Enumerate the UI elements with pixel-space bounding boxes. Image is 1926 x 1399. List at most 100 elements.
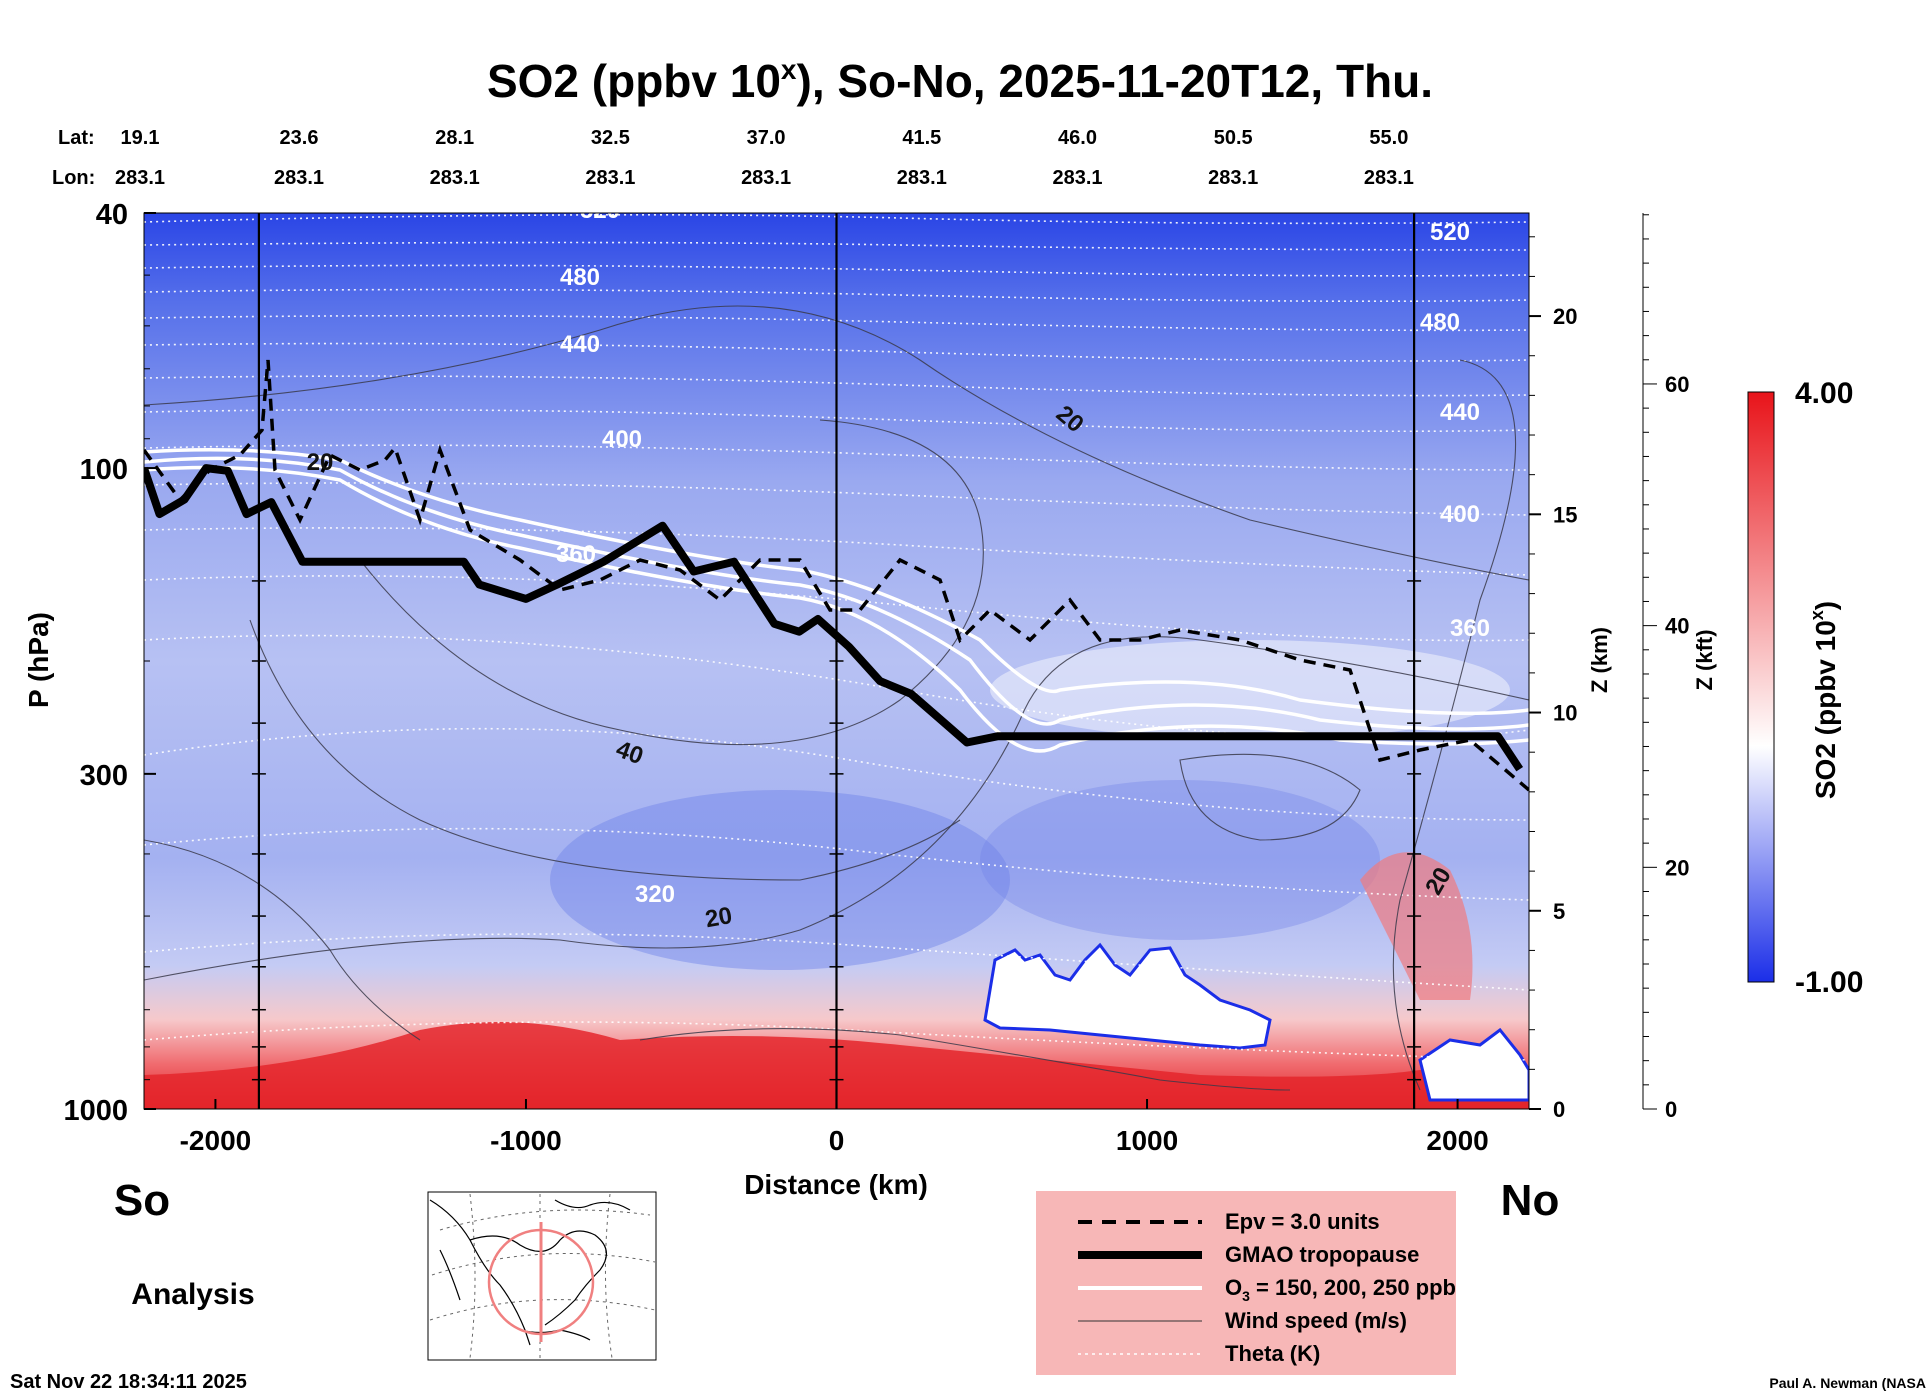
lat-label: Lat: <box>58 127 95 149</box>
theta-contour-label: 400 <box>1440 501 1480 528</box>
theta-contour-label: 520 <box>580 197 620 224</box>
lat-value: 50.5 <box>1214 127 1253 149</box>
chart-overlays: 5204804404003603205204804404003602020202… <box>144 197 1529 1109</box>
y-axis-title: P (hPa) <box>23 612 54 708</box>
x-axis-title: Distance (km) <box>744 1169 928 1200</box>
theta-isentrope <box>144 264 1529 277</box>
theta-contour-label: 360 <box>556 541 596 568</box>
lat-lon-header: 19.1 283.1 23.6 283.1 28.1 283.1 32.5 283.1 37.0… <box>115 127 1414 189</box>
lon-value: 283.1 <box>115 167 165 189</box>
z-kft-tick-label: 40 <box>1665 614 1689 639</box>
y-tick-label: 300 <box>80 760 128 792</box>
wind-contour-label: 20 <box>703 902 734 933</box>
wind-contour-label: 20 <box>307 449 334 476</box>
theta-contour-label: 320 <box>635 881 675 908</box>
plot-frame <box>143 212 1530 1110</box>
legend-epv-label: Epv = 3.0 units <box>1225 1209 1380 1234</box>
theta-contour-label: 520 <box>1430 219 1470 246</box>
chart-axes: -2000 -1000 0 1000 2000100030010040051015200… <box>63 199 1689 1156</box>
lat-value: 41.5 <box>902 127 941 149</box>
colorbar-max-label: 4.00 <box>1795 377 1853 410</box>
lon-value: 283.1 <box>274 167 324 189</box>
wind-speed-contour <box>144 839 421 1041</box>
lon-label: Lon: <box>52 167 95 189</box>
so2-white-missing-region-right <box>1418 1027 1529 1102</box>
theta-isentrope <box>144 575 1529 642</box>
theta-isentrope <box>144 482 1529 516</box>
wind-speed-contour <box>144 636 1529 981</box>
x-tick-label: 2000 <box>1426 1125 1488 1156</box>
x-tick-label: 1000 <box>1116 1125 1178 1156</box>
theta-isentrope <box>144 314 1529 332</box>
theta-contour-label: 400 <box>602 426 642 453</box>
ozone-isopleth <box>144 456 1529 731</box>
theta-isentrope <box>144 1021 1529 1061</box>
colorbar-min-label: -1.00 <box>1795 966 1863 999</box>
analysis-label: Analysis <box>131 1278 254 1311</box>
theta-isentrope <box>144 444 1529 471</box>
theta-contour-label: 480 <box>560 264 600 291</box>
y-tick-label: 40 <box>96 199 128 231</box>
z-km-tick-label: 0 <box>1553 1097 1565 1122</box>
lat-value: 23.6 <box>280 127 319 149</box>
gmao-tropopause-line <box>144 464 1524 772</box>
z-kft-axis-title: Z (kft) <box>1692 629 1717 690</box>
lon-value: 283.1 <box>897 167 947 189</box>
lat-value: 55.0 <box>1369 127 1408 149</box>
chart-title: SO2 (ppbv 10x), So-No, 2025-11-20T12, Th… <box>487 54 1433 107</box>
theta-isentrope <box>144 827 1529 901</box>
wind-speed-contour <box>359 419 984 746</box>
wind-speed-contour <box>144 305 1529 581</box>
lon-value: 283.1 <box>585 167 635 189</box>
z-kft-tick-label: 20 <box>1665 855 1689 880</box>
theta-contour-label: 360 <box>1450 615 1490 642</box>
lon-value: 283.1 <box>1364 167 1414 189</box>
north-label: No <box>1501 1176 1560 1225</box>
lat-value: 37.0 <box>747 127 786 149</box>
wind-speed-contour <box>639 1028 1291 1091</box>
footer-credit: Paul A. Newman (NASA <box>1769 1375 1926 1391</box>
theta-isentrope <box>144 342 1529 362</box>
z-kft-tick-label: 0 <box>1665 1097 1677 1122</box>
theta-isentrope <box>144 727 1529 821</box>
south-label: So <box>114 1176 170 1225</box>
lon-value: 283.1 <box>1052 167 1102 189</box>
lat-value: 32.5 <box>591 127 630 149</box>
legend-ozone-label: O3 = 150, 200, 250 ppb <box>1225 1275 1456 1304</box>
colorbar <box>1747 391 1775 983</box>
theta-contour-label: 440 <box>1440 399 1480 426</box>
so2-white-missing-region <box>983 942 1272 1050</box>
lon-value: 283.1 <box>1208 167 1258 189</box>
z-km-axis-title: Z (km) <box>1587 627 1612 693</box>
so2-right-blue-patch <box>980 780 1380 940</box>
z-kft-tick-label: 60 <box>1665 372 1689 397</box>
z-km-tick-label: 15 <box>1553 502 1577 527</box>
colorbar-title: SO2 (ppbv 10x) <box>1807 601 1841 799</box>
wind-speed-contour <box>1179 753 1361 841</box>
locator-map <box>427 1191 657 1361</box>
z-km-tick-label: 20 <box>1553 304 1577 329</box>
x-tick-label: -2000 <box>180 1125 252 1156</box>
y-tick-label: 100 <box>80 454 128 486</box>
legend-wind-label: Wind speed (m/s) <box>1225 1308 1407 1333</box>
theta-isentrope <box>144 375 1529 397</box>
x-tick-label: -1000 <box>490 1125 562 1156</box>
legend-theta-label: Theta (K) <box>1225 1341 1320 1366</box>
x-tick-label: 0 <box>829 1125 845 1156</box>
footer-timestamp: Sat Nov 22 18:34:11 2025 <box>10 1371 247 1393</box>
lon-value: 283.1 <box>741 167 791 189</box>
lat-value: 46.0 <box>1058 127 1097 149</box>
epv-line <box>144 359 1529 792</box>
legend-tropopause-label: GMAO tropopause <box>1225 1242 1419 1267</box>
z-km-tick-label: 5 <box>1553 899 1565 924</box>
lon-value: 283.1 <box>430 167 480 189</box>
theta-isentrope <box>144 933 1529 991</box>
lat-value: 19.1 <box>121 127 160 149</box>
theta-isentrope <box>144 288 1529 303</box>
z-km-tick-label: 10 <box>1553 701 1577 726</box>
legend: Epv = 3.0 units GMAO tropopause O3 = 150… <box>1036 1191 1456 1375</box>
theta-isentrope <box>144 408 1529 433</box>
so2-right-red-plume <box>1360 852 1473 1000</box>
wind-speed-contour <box>249 619 961 881</box>
